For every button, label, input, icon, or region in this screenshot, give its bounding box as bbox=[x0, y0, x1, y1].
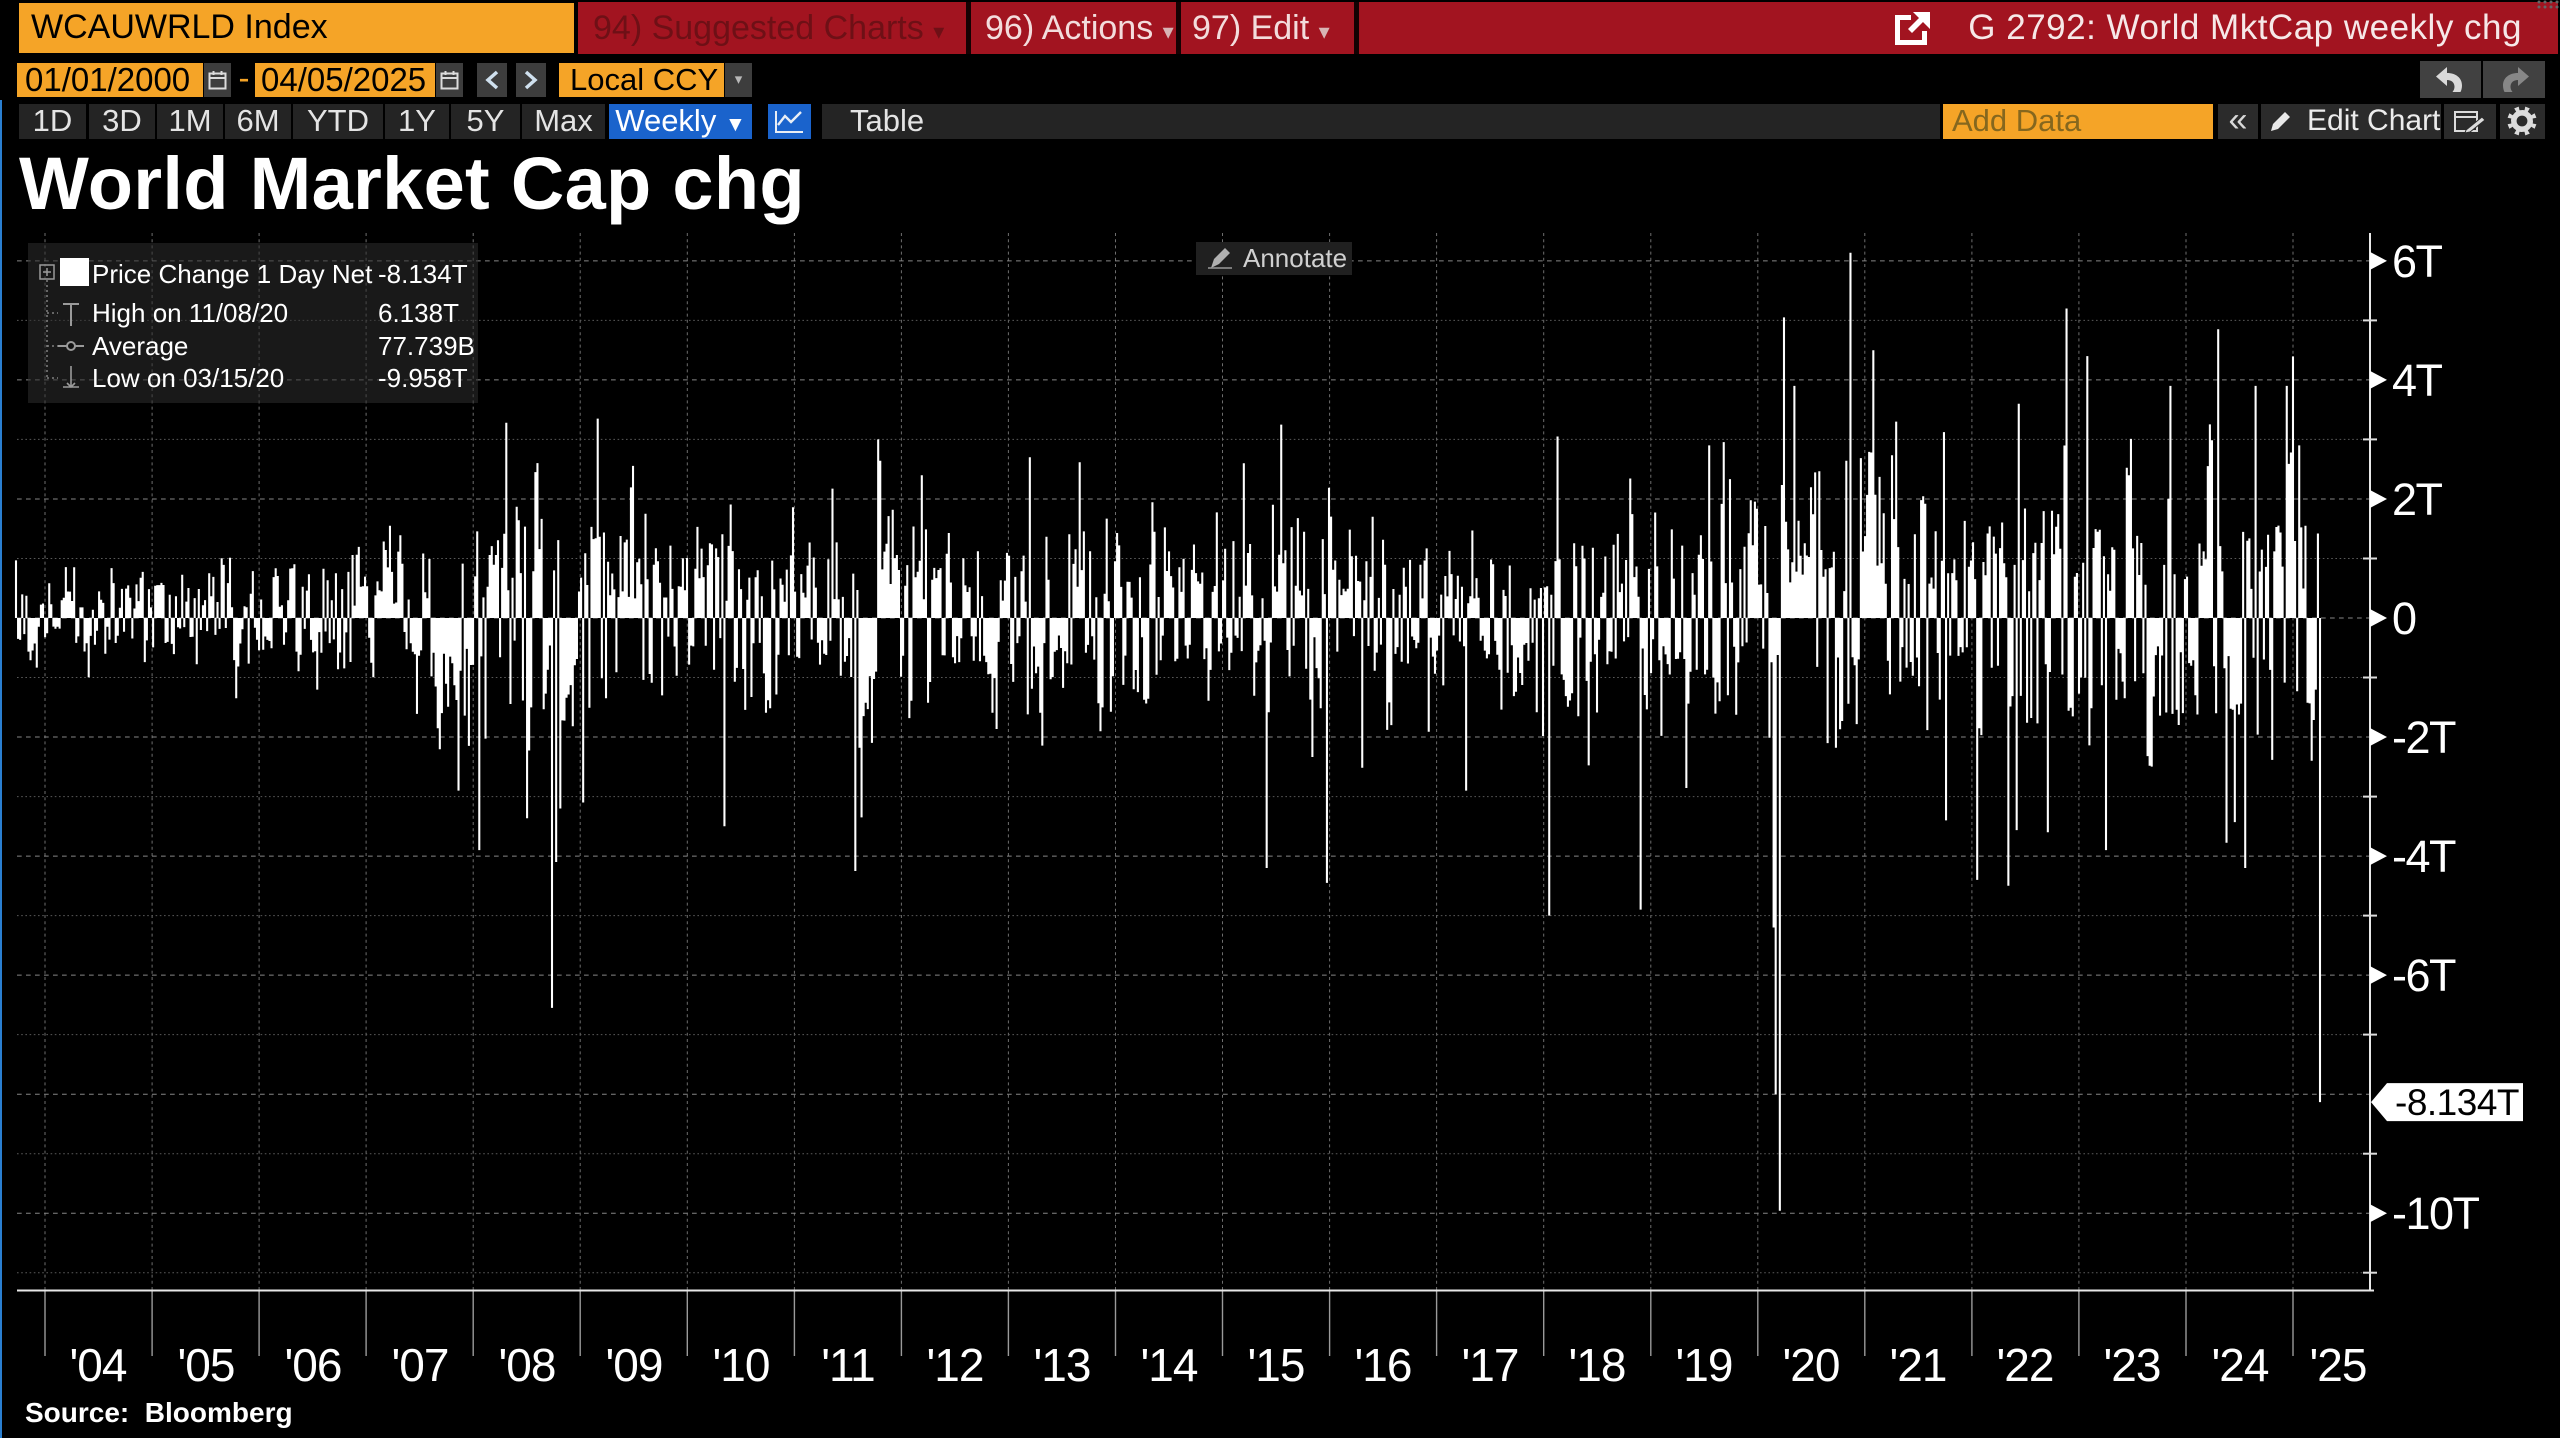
svg-text:2T: 2T bbox=[2392, 474, 2443, 525]
svg-text:'10: '10 bbox=[713, 1339, 770, 1391]
svg-text:6.138T: 6.138T bbox=[378, 298, 459, 328]
svg-text:'23: '23 bbox=[2104, 1339, 2161, 1391]
svg-text:High on 11/08/20: High on 11/08/20 bbox=[92, 298, 288, 328]
svg-text:0: 0 bbox=[2392, 593, 2416, 644]
svg-text:'17: '17 bbox=[1462, 1339, 1519, 1391]
svg-text:'16: '16 bbox=[1355, 1339, 1412, 1391]
svg-text:'14: '14 bbox=[1141, 1339, 1198, 1391]
svg-text:'18: '18 bbox=[1569, 1339, 1626, 1391]
svg-text:-6T: -6T bbox=[2392, 950, 2456, 1001]
svg-text:'13: '13 bbox=[1034, 1339, 1091, 1391]
svg-text:Low on 03/15/20: Low on 03/15/20 bbox=[92, 363, 284, 393]
svg-text:77.739B: 77.739B bbox=[378, 331, 475, 361]
svg-text:4T: 4T bbox=[2392, 355, 2443, 406]
svg-text:'21: '21 bbox=[1890, 1339, 1947, 1391]
svg-text:'04: '04 bbox=[70, 1339, 127, 1391]
svg-text:'11: '11 bbox=[821, 1339, 875, 1391]
svg-text:'12: '12 bbox=[927, 1339, 984, 1391]
svg-text:-2T: -2T bbox=[2392, 712, 2456, 763]
svg-text:Average: Average bbox=[92, 331, 188, 361]
svg-text:'22: '22 bbox=[1997, 1339, 2054, 1391]
svg-text:'08: '08 bbox=[499, 1339, 556, 1391]
svg-text:'19: '19 bbox=[1676, 1339, 1733, 1391]
svg-text:-8.134T: -8.134T bbox=[378, 259, 468, 289]
svg-text:6T: 6T bbox=[2392, 236, 2443, 287]
svg-text:-10T: -10T bbox=[2392, 1188, 2480, 1239]
svg-text:Source: Bloomberg: Source: Bloomberg bbox=[25, 1397, 293, 1428]
svg-text:'09: '09 bbox=[606, 1339, 663, 1391]
svg-text:Price Change 1 Day Net: Price Change 1 Day Net bbox=[92, 259, 373, 289]
svg-text:'20: '20 bbox=[1783, 1339, 1840, 1391]
svg-text:'05: '05 bbox=[178, 1339, 235, 1391]
svg-text:'25: '25 bbox=[2310, 1339, 2367, 1391]
svg-text:-8.134T: -8.134T bbox=[2395, 1082, 2519, 1123]
svg-text:Annotate: Annotate bbox=[1243, 243, 1347, 273]
svg-text:-9.958T: -9.958T bbox=[378, 363, 468, 393]
svg-text:'24: '24 bbox=[2212, 1339, 2269, 1391]
svg-text:'06: '06 bbox=[285, 1339, 342, 1391]
svg-text:'15: '15 bbox=[1248, 1339, 1305, 1391]
svg-text:'07: '07 bbox=[392, 1339, 449, 1391]
svg-text:-4T: -4T bbox=[2392, 831, 2456, 882]
